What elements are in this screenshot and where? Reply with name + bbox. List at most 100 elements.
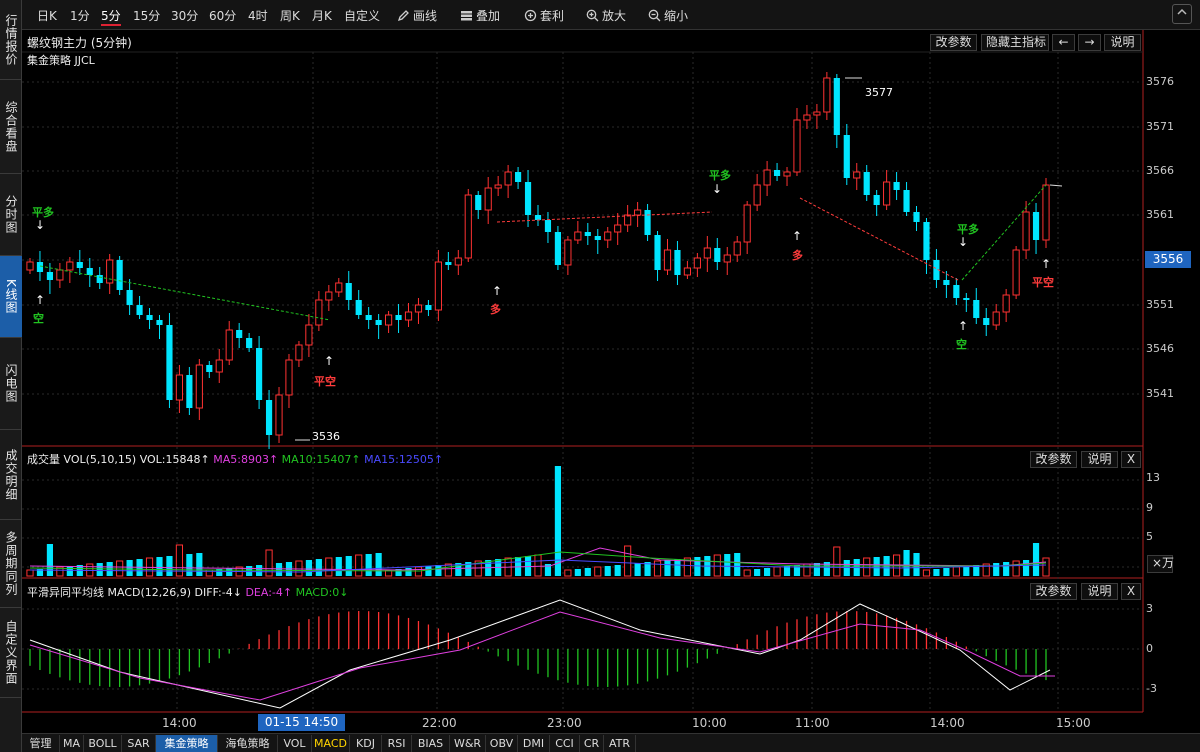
nav-trade-detail[interactable]: 成交明细 [0, 430, 22, 520]
volume-bar [594, 566, 602, 577]
candle-body [106, 259, 114, 284]
zoom-out-button[interactable]: 缩小 [648, 7, 688, 24]
candle-body [574, 231, 582, 241]
candle-body [225, 329, 233, 361]
tab-atr[interactable]: ATR [604, 735, 636, 752]
period-4h[interactable]: 4时 [248, 9, 268, 23]
tab-cr[interactable]: CR [580, 735, 604, 752]
period-1min[interactable]: 1分 [70, 9, 90, 23]
price-tick: 3566 [1146, 164, 1174, 177]
tab-manage[interactable]: 管理 [22, 735, 60, 752]
draw-button[interactable]: 画线 [397, 7, 437, 24]
price-marker [1049, 184, 1063, 187]
candle-body [564, 239, 572, 266]
tab-turtle[interactable]: 海龟策略 [218, 735, 278, 752]
instrument-title: 螺纹钢主力 (5分钟) [27, 36, 132, 50]
signal-close-long: 平多 [957, 223, 979, 236]
arbitrage-button[interactable]: 套利 [524, 7, 564, 24]
candle-body [395, 315, 402, 320]
tab-ma[interactable]: MA [60, 735, 84, 752]
macd-close-button[interactable]: X [1121, 583, 1141, 600]
collapse-button[interactable] [1172, 4, 1192, 24]
candle-body [674, 250, 681, 275]
period-month[interactable]: 月K [312, 9, 332, 23]
volume-help-button[interactable]: 说明 [1081, 451, 1118, 468]
tab-jjcl[interactable]: 集金策略 [156, 735, 218, 752]
nav-overview[interactable]: 综合看盘 [0, 80, 22, 174]
volume-bar [1042, 557, 1050, 577]
main-help-button[interactable]: 说明 [1104, 34, 1141, 51]
volume-bar [614, 565, 621, 576]
candle-body [594, 236, 601, 240]
candle-body [584, 232, 591, 236]
nav-custom-layout[interactable]: 自定义界面 [0, 608, 22, 698]
candle-body [753, 184, 761, 206]
volume-bar [405, 568, 412, 576]
candle-body [644, 210, 651, 235]
macd-params-button[interactable]: 改参数 [1030, 583, 1077, 600]
period-week[interactable]: 周K [280, 9, 300, 23]
zoom-in-button[interactable]: 放大 [586, 7, 626, 24]
period-day[interactable]: 日K [37, 9, 57, 23]
volume-panel-title: 成交量 VOL(5,10,15) VOL:15848↑ MA5:8903↑ MA… [27, 451, 443, 467]
candle-body [86, 268, 93, 275]
tab-boll[interactable]: BOLL [84, 735, 122, 752]
signal-long: 多 [490, 303, 501, 316]
scroll-left-button[interactable]: ← [1052, 34, 1075, 51]
main-params-button[interactable]: 改参数 [930, 34, 977, 51]
arrow-down-icon: ↓ [35, 218, 46, 232]
overlay-button[interactable]: 叠加 [460, 7, 500, 24]
tab-obv[interactable]: OBV [486, 735, 518, 752]
tab-bias[interactable]: BIAS [412, 735, 450, 752]
nav-kline[interactable]: K线图 [0, 256, 22, 338]
volume-bar [305, 560, 312, 576]
tab-sar[interactable]: SAR [122, 735, 156, 752]
period-5min[interactable]: 5分 [101, 7, 121, 26]
volume-bar [156, 557, 163, 576]
macd-help-button[interactable]: 说明 [1081, 583, 1118, 600]
volume-params-button[interactable]: 改参数 [1030, 451, 1077, 468]
period-15min[interactable]: 15分 [133, 9, 161, 23]
volume-tick: 5 [1146, 530, 1153, 543]
candle-body [853, 171, 861, 179]
zoom-in-icon [586, 9, 599, 22]
volume-bar [843, 560, 850, 576]
nav-quotes[interactable]: 行情报价 [0, 0, 22, 80]
candle-body [206, 365, 213, 372]
candle-body [624, 214, 632, 226]
current-price-tag: 3556 [1145, 251, 1191, 268]
tab-dmi[interactable]: DMI [518, 735, 550, 752]
tab-wr[interactable]: W&R [450, 735, 486, 752]
period-30min[interactable]: 30分 [171, 9, 199, 23]
volume-bar [455, 563, 462, 576]
candle-body [434, 261, 442, 311]
macd-tick: 3 [1146, 602, 1153, 615]
volume-bar [116, 560, 124, 577]
hide-indicator-button[interactable]: 隐藏主指标 [981, 34, 1049, 51]
nav-multi-period[interactable]: 多周期同列 [0, 520, 22, 608]
volume-bar [196, 553, 203, 576]
tab-cci[interactable]: CCI [550, 735, 580, 752]
tab-rsi[interactable]: RSI [382, 735, 412, 752]
scroll-right-button[interactable]: → [1078, 34, 1101, 51]
tab-vol[interactable]: VOL [278, 735, 312, 752]
volume-bar [773, 566, 781, 577]
tab-kdj[interactable]: KDJ [350, 735, 382, 752]
nav-timeshare[interactable]: 分时图 [0, 174, 22, 256]
candle-body [385, 314, 393, 326]
candle-body [305, 324, 313, 346]
strategy-label: 集金策略 JJCL [27, 54, 95, 67]
candle-body [156, 320, 163, 325]
volume-bar [375, 553, 382, 576]
candle-body [404, 311, 413, 321]
period-custom[interactable]: 自定义 [344, 9, 381, 23]
candle-body [763, 169, 771, 186]
nav-flash-chart[interactable]: 闪电图 [0, 338, 22, 430]
volume-close-button[interactable]: X [1121, 451, 1141, 468]
volume-bar [1032, 543, 1040, 576]
volume-bar [145, 557, 154, 577]
volume-bar [803, 563, 811, 577]
tab-macd[interactable]: MACD [312, 735, 350, 752]
period-60min[interactable]: 60分 [209, 9, 237, 23]
candle-body [295, 344, 303, 361]
